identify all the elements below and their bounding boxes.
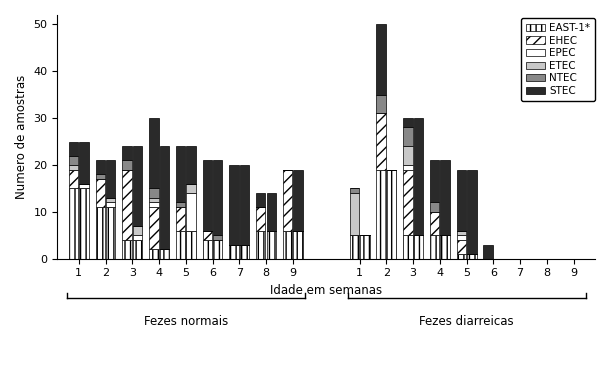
Bar [430,160,439,203]
Bar [403,128,412,146]
Bar [457,170,466,231]
Bar [186,193,196,231]
Bar [240,165,249,245]
Bar [414,118,423,235]
Bar [293,231,303,259]
Bar [79,188,88,259]
Bar [229,245,239,259]
Bar [430,212,439,235]
Bar [403,165,412,170]
Bar [213,235,223,240]
Bar [376,24,386,95]
Bar [430,235,439,259]
Bar [160,249,169,259]
Bar [106,203,115,207]
Bar [186,146,196,184]
Bar [293,170,303,231]
Bar [106,207,115,259]
Bar [186,231,196,259]
Bar [106,198,115,203]
Bar [149,118,159,188]
Bar [267,231,276,259]
Bar [133,146,142,226]
Bar [440,160,450,235]
Bar [79,142,88,184]
Bar [457,235,466,240]
Bar [430,203,439,212]
Bar [376,114,386,170]
Bar [403,146,412,165]
Bar [376,170,386,259]
Bar [149,188,159,198]
Bar [203,160,212,231]
Bar [440,235,450,259]
Bar [360,235,370,259]
Bar [69,188,78,259]
Bar [229,165,239,245]
Bar [186,184,196,193]
Bar [283,170,292,231]
Bar [133,235,142,240]
Bar [123,160,132,170]
Bar [149,249,159,259]
Bar [149,198,159,203]
Bar [203,231,212,240]
Bar [69,142,78,155]
Bar [403,118,412,128]
Bar [457,231,466,235]
Bar [176,203,185,207]
Bar [96,174,105,179]
Bar [457,240,466,254]
Bar [467,254,476,259]
Bar [69,165,78,170]
Bar [203,240,212,259]
Bar [133,240,142,259]
Bar [350,235,359,259]
Bar [149,207,159,249]
Bar [133,226,142,235]
Bar [79,184,88,188]
Bar [376,95,386,114]
X-axis label: Idade em semanas: Idade em semanas [270,284,382,297]
Bar [213,240,223,259]
Bar [403,235,412,259]
Bar [467,170,476,254]
Bar [176,207,185,231]
Bar [213,160,223,235]
Legend: EAST-1*, EHEC, EPEC, ETEC, NTEC, STEC: EAST-1*, EHEC, EPEC, ETEC, NTEC, STEC [521,18,595,101]
Bar [240,245,249,259]
Bar [387,170,396,259]
Bar [176,231,185,259]
Bar [350,193,359,235]
Bar [256,193,265,207]
Bar [283,231,292,259]
Bar [256,207,265,231]
Bar [414,235,423,259]
Bar [350,188,359,193]
Bar [69,170,78,188]
Bar [176,146,185,203]
Bar [106,160,115,198]
Bar [69,155,78,165]
Text: Fezes diarreicas: Fezes diarreicas [419,315,514,328]
Y-axis label: Numero de amostras: Numero de amostras [15,75,28,199]
Bar [123,240,132,259]
Bar [160,146,169,249]
Bar [96,179,105,207]
Bar [96,207,105,259]
Text: Fezes normais: Fezes normais [144,315,228,328]
Bar [267,193,276,231]
Bar [403,170,412,235]
Bar [123,170,132,240]
Bar [256,231,265,259]
Bar [484,245,493,259]
Bar [123,146,132,160]
Bar [149,203,159,207]
Bar [96,160,105,174]
Bar [457,254,466,259]
